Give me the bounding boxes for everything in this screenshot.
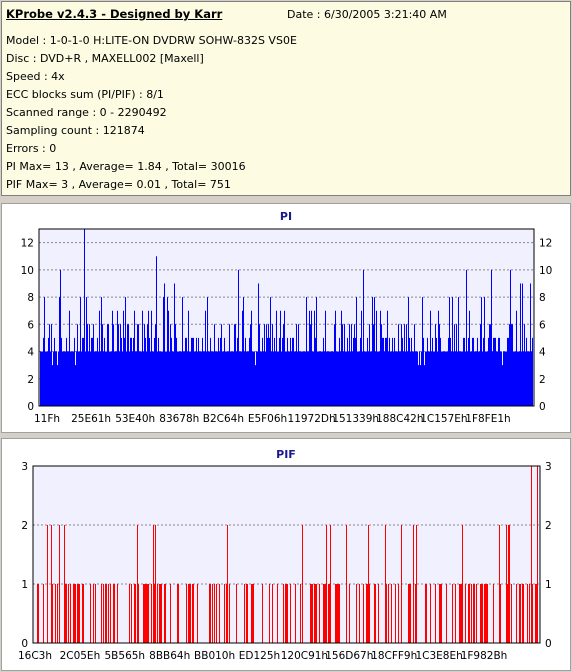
y-tick-label-right: 4: [539, 347, 546, 359]
info-sampling-count: Sampling count : 121874: [6, 124, 145, 137]
x-tick-label: 1C157Eh: [420, 413, 467, 425]
pif-chart: 0 0 1 1 2 2 3 3 16C3h 2C05Eh 5B565h 8BB64h BB010h ED1…: [18, 461, 552, 662]
y-tick-label-left: 10: [21, 265, 34, 277]
info-model: Model : 1-0-1-0 H:LITE-ON DVDRW SOHW-832…: [6, 34, 297, 47]
x-tick-label: 151339h: [332, 413, 379, 425]
x-tick-label: 16C3h: [18, 650, 52, 662]
pif-chart-title: PIF: [276, 448, 296, 461]
x-tick-label: ED125h: [239, 650, 280, 662]
pif-chart-panel: PIF 0 0 1 1 2 2 3 3 16C3h 2C05Eh 5B565h 8BB64h BB010…: [1, 438, 571, 671]
y-tick-label-right: 12: [539, 238, 552, 250]
y-tick-label-left: 3: [21, 461, 28, 473]
x-tick-label: 1C3E8Eh: [415, 650, 462, 662]
x-tick-label: 11972Dh: [288, 413, 336, 425]
info-speed: Speed : 4x: [6, 70, 65, 83]
pi-chart-title: PI: [279, 210, 293, 223]
y-tick-label-right: 10: [539, 265, 552, 277]
pi-series-bars: [40, 229, 533, 406]
x-tick-label: 18CFF9h: [371, 650, 417, 662]
scan-date: Date : 6/30/2005 3:21:40 AM: [287, 8, 447, 21]
pi-chart-panel: PI 0 0 2 2 4 4 6 6 8 8 10 10 12 12 11Fh 25E61h 53E40h 836…: [1, 203, 571, 433]
x-tick-label: 1F8FE1h: [465, 413, 510, 425]
x-tick-label: 156D67h: [325, 650, 373, 662]
plot-frame: [38, 228, 535, 407]
y-tick-label-right: 8: [539, 292, 546, 304]
info-panel: KProbe v2.4.3 - Designed by Karr Date : …: [1, 1, 571, 196]
y-tick-label-left: 1: [21, 579, 28, 591]
y-tick-label-right: 0: [545, 638, 552, 650]
y-tick-label-right: 3: [545, 461, 552, 473]
x-tick-label: BB010h: [194, 650, 235, 662]
x-tick-label: 1F982Bh: [461, 650, 508, 662]
info-ecc-sum: ECC blocks sum (PI/PIF) : 8/1: [6, 88, 164, 101]
y-tick-label-left: 8: [27, 292, 34, 304]
x-tick-label: 120C91h: [281, 650, 328, 662]
x-tick-label: 188C42h: [376, 413, 423, 425]
y-tick-label-left: 2: [27, 374, 34, 386]
pif-series-bars: [37, 466, 538, 643]
x-tick-label: 2C05Eh: [60, 650, 101, 662]
y-tick-label-left: 2: [21, 520, 28, 532]
x-tick-label: 11Fh: [34, 413, 60, 425]
x-tick-label: 25E61h: [71, 413, 111, 425]
y-tick-label-left: 6: [27, 319, 34, 331]
y-tick-label-left: 12: [21, 238, 34, 250]
x-tick-label: B2C64h: [203, 413, 244, 425]
x-tick-label: 5B565h: [105, 650, 146, 662]
y-tick-label-right: 2: [539, 374, 546, 386]
y-tick-label-right: 2: [545, 520, 552, 532]
y-tick-label-left: 4: [27, 347, 34, 359]
y-tick-label-right: 1: [545, 579, 552, 591]
y-tick-label-left: 0: [27, 401, 34, 413]
plot-frame: [32, 465, 541, 644]
x-tick-label: 53E40h: [115, 413, 155, 425]
info-pif-stats: PIF Max= 3 , Average= 0.01 , Total= 751: [6, 178, 231, 191]
info-scanned-range: Scanned range : 0 - 2290492: [6, 106, 167, 119]
x-tick-label: E5F06h: [248, 413, 287, 425]
info-disc: Disc : DVD+R , MAXELL002 [Maxell]: [6, 52, 204, 65]
x-tick-label: 83678h: [159, 413, 199, 425]
y-tick-label-left: 0: [21, 638, 28, 650]
info-pi-stats: PI Max= 13 , Average= 1.84 , Total= 3001…: [6, 160, 246, 173]
y-tick-label-right: 0: [539, 401, 546, 413]
pi-chart: 0 0 2 2 4 4 6 6 8 8 10 10 12 12 11Fh 25E61h 53E40h 83678h…: [21, 228, 552, 425]
app-title: KProbe v2.4.3 - Designed by Karr: [6, 7, 223, 21]
y-tick-label-right: 6: [539, 319, 546, 331]
x-tick-label: 8BB64h: [149, 650, 190, 662]
info-errors: Errors : 0: [6, 142, 57, 155]
